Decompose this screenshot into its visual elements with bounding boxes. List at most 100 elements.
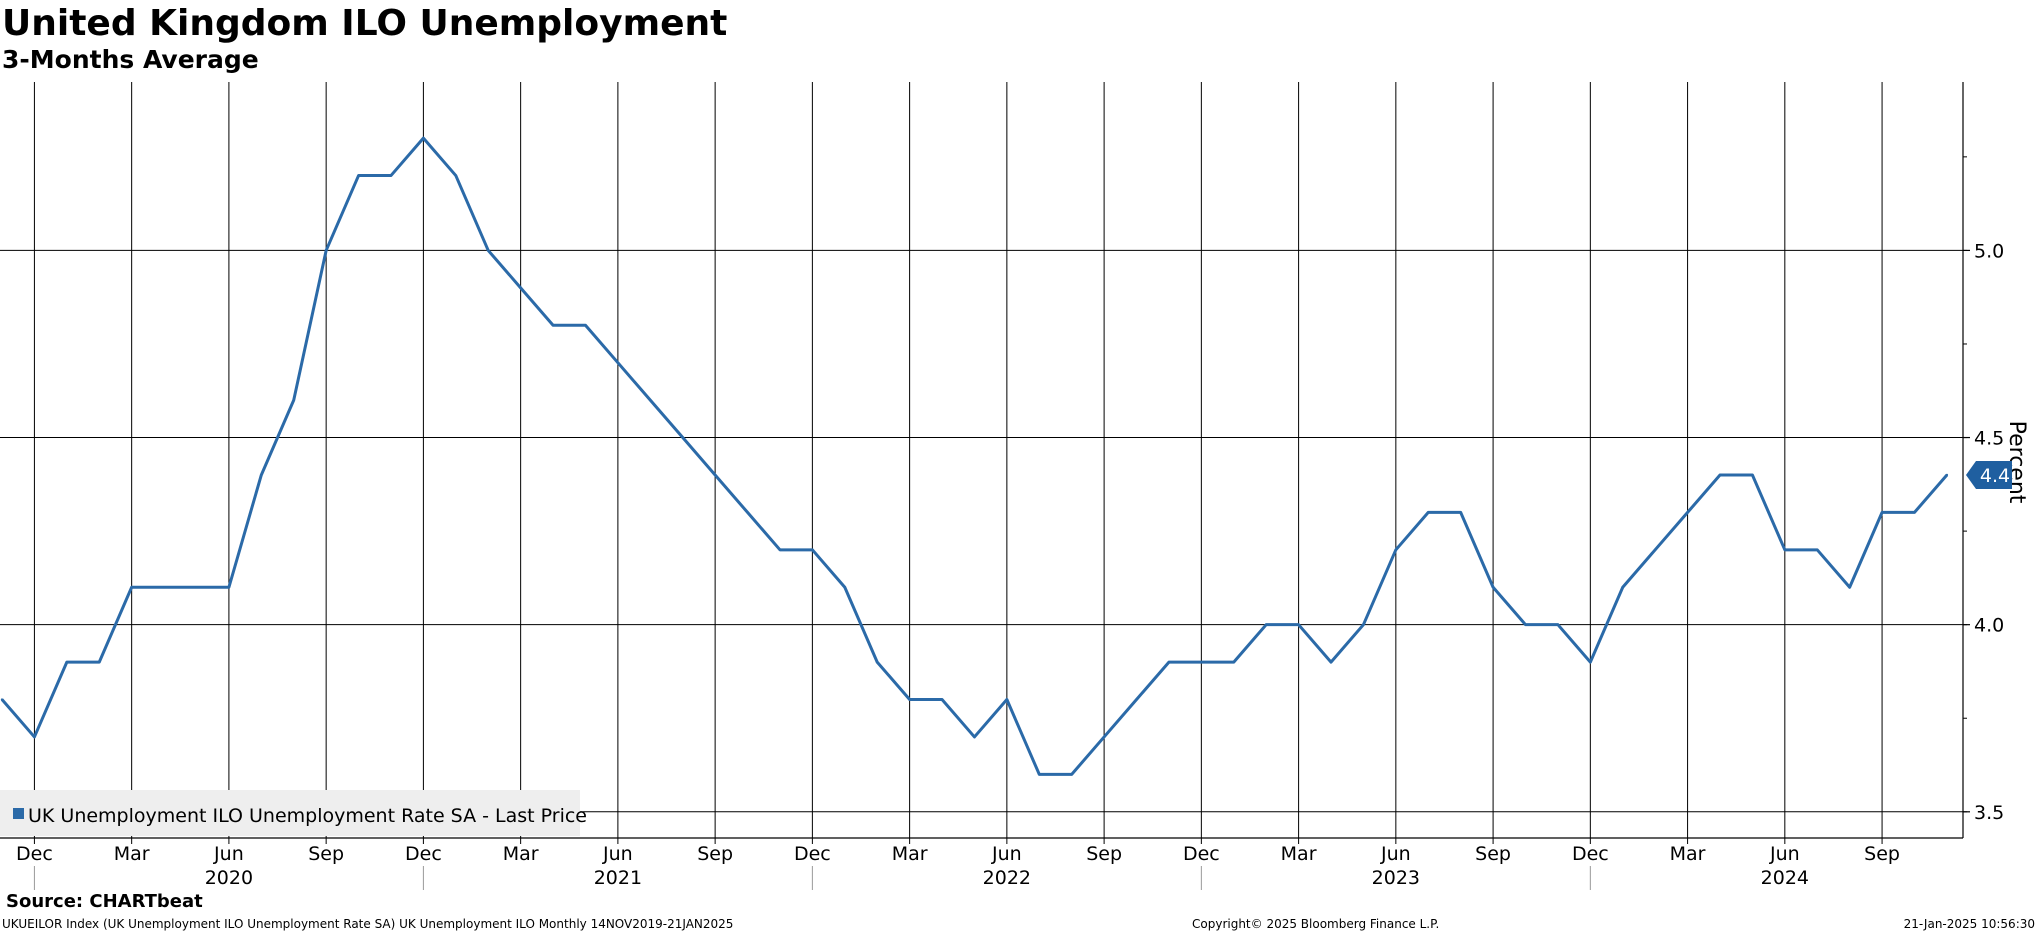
data-point xyxy=(1880,511,1884,514)
data-point xyxy=(551,324,555,327)
series-line xyxy=(0,136,1949,776)
chart-subtitle: 3-Months Average xyxy=(2,45,259,74)
data-point xyxy=(1070,773,1073,776)
source-note: Source: CHARTbeat xyxy=(6,891,203,912)
footer-series-info: UKUEILOR Index (UK Unemployment ILO Unem… xyxy=(2,917,734,931)
data-point xyxy=(98,660,101,664)
data-point xyxy=(357,174,360,177)
data-point xyxy=(1556,623,1560,626)
y-tick-label: 5.0 xyxy=(1974,240,2004,262)
legend-swatch xyxy=(13,808,24,819)
data-point xyxy=(778,548,782,552)
x-tick-label: Sep xyxy=(697,843,733,865)
data-point xyxy=(65,660,69,664)
x-tick-label: Jun xyxy=(1769,843,1800,865)
year-label: 2024 xyxy=(1761,867,1809,889)
line-chart: 3.5 4.0 4.5 5.0 Dec Mar Jun Sep Dec Mar Jun Sep Dec M… xyxy=(0,82,2029,890)
data-point xyxy=(1816,548,1819,552)
data-point xyxy=(162,586,166,589)
data-point xyxy=(1264,623,1268,626)
last-value-label: 4.4 xyxy=(1980,465,2010,487)
last-value-shape xyxy=(1966,460,2012,489)
data-point xyxy=(1459,511,1462,514)
legend-background xyxy=(0,790,580,836)
x-tick-label: Dec xyxy=(405,843,442,865)
data-point xyxy=(1362,623,1365,626)
footer-timestamp: 21-Jan-2025 10:56:30 xyxy=(1903,917,2035,931)
chart-title: United Kingdom ILO Unemployment xyxy=(2,3,728,44)
data-point xyxy=(1621,586,1624,589)
x-tick-label: Mar xyxy=(1670,843,1706,865)
year-label: 2022 xyxy=(983,867,1031,889)
year-label: 2020 xyxy=(205,867,253,889)
series-layer xyxy=(0,136,1949,776)
data-point xyxy=(422,136,425,140)
data-point xyxy=(389,174,393,177)
data-point xyxy=(1297,623,1300,626)
data-point xyxy=(584,324,587,327)
x-tick-label: Jun xyxy=(213,843,244,865)
data-point xyxy=(1686,511,1689,514)
x-tick-label: Sep xyxy=(1475,843,1511,865)
data-point xyxy=(1848,586,1851,589)
tick-layer: 3.5 4.0 4.5 5.0 Dec Mar Jun Sep Dec Mar Jun Sep Dec M… xyxy=(16,156,2004,890)
y-tick-label: 4.5 xyxy=(1974,428,2004,450)
grid-layer xyxy=(0,82,1963,838)
data-point xyxy=(130,586,133,589)
year-label: 2023 xyxy=(1372,867,1420,889)
x-tick-label: Jun xyxy=(602,843,633,865)
data-point xyxy=(876,660,879,664)
data-point xyxy=(681,436,684,439)
data-point xyxy=(973,735,976,739)
last-value-tag: 4.4 xyxy=(1966,460,2012,489)
data-point xyxy=(713,473,717,477)
data-point xyxy=(811,548,814,552)
x-tick-label: Dec xyxy=(794,843,831,865)
data-point xyxy=(1751,473,1754,477)
x-tick-label: Jun xyxy=(991,843,1022,865)
data-point xyxy=(1167,660,1171,664)
data-point xyxy=(1102,735,1106,739)
x-tick-label: Sep xyxy=(308,843,344,865)
data-point xyxy=(1589,660,1592,664)
legend: UK Unemployment ILO Unemployment Rate SA… xyxy=(0,790,587,836)
axis-layer xyxy=(0,82,1964,839)
data-point xyxy=(519,286,522,290)
footer-copyright: Copyright© 2025 Bloomberg Finance L.P. xyxy=(1192,917,1440,931)
year-label: 2021 xyxy=(594,867,642,889)
data-point xyxy=(746,511,749,514)
x-tick-label: Mar xyxy=(503,843,539,865)
data-point xyxy=(454,174,458,177)
data-point xyxy=(324,249,328,252)
data-point xyxy=(487,249,490,252)
data-point xyxy=(843,586,846,589)
x-tick-label: Sep xyxy=(1864,843,1900,865)
x-tick-label: Dec xyxy=(16,843,53,865)
data-point xyxy=(1232,660,1235,664)
data-point xyxy=(33,735,36,739)
data-point xyxy=(0,698,4,701)
data-point xyxy=(1135,698,1138,701)
data-point xyxy=(1945,473,1949,477)
data-point xyxy=(940,698,944,701)
y-tick-label: 3.5 xyxy=(1974,802,2004,824)
data-point xyxy=(1200,660,1203,664)
data-point xyxy=(1491,586,1495,589)
data-point xyxy=(649,398,652,402)
data-point xyxy=(1005,698,1009,701)
data-point xyxy=(195,586,198,589)
y-tick-label: 4.0 xyxy=(1974,615,2004,637)
data-point xyxy=(227,586,231,589)
x-tick-label: Mar xyxy=(114,843,150,865)
x-tick-label: Dec xyxy=(1572,843,1609,865)
data-point xyxy=(1329,660,1333,664)
data-point xyxy=(1718,473,1722,477)
x-tick-label: Jun xyxy=(1380,843,1411,865)
data-point xyxy=(1038,773,1041,776)
data-point xyxy=(1427,511,1430,514)
x-tick-label: Sep xyxy=(1086,843,1122,865)
data-point xyxy=(292,398,295,402)
data-point xyxy=(1913,511,1916,514)
data-point xyxy=(260,473,263,477)
data-point xyxy=(1524,623,1527,626)
